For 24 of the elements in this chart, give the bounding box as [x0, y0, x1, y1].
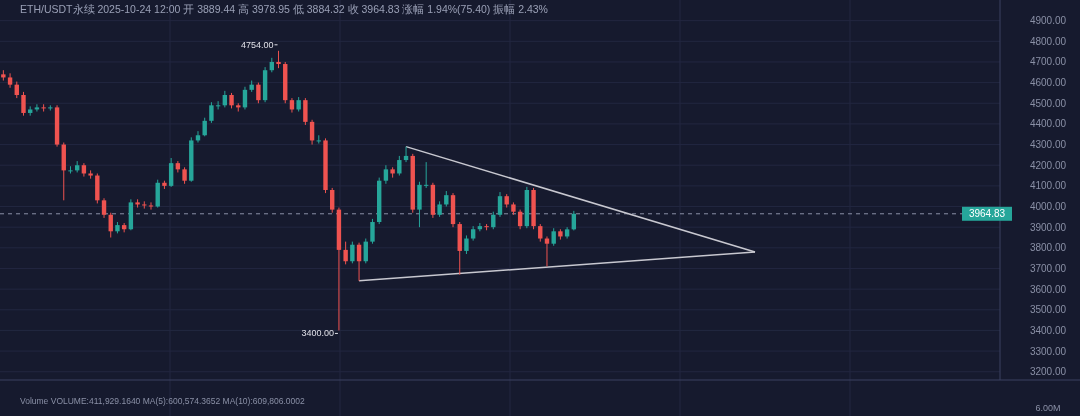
y-tick-label: 3400.00 — [1029, 324, 1067, 336]
y-tick-label: 4000.00 — [1029, 201, 1067, 213]
y-tick-label: 4200.00 — [1029, 159, 1067, 171]
ref-line-label: 3964.83 — [968, 208, 1006, 220]
y-tick-label: 3600.00 — [1029, 283, 1067, 295]
y-tick-label: 4400.00 — [1029, 118, 1067, 130]
y-tick-label: 3800.00 — [1029, 242, 1067, 254]
y-tick-label: 4700.00 — [1029, 56, 1067, 68]
y-tick-label: 3500.00 — [1029, 304, 1067, 316]
annotation: 3400.00 — [301, 328, 334, 339]
chart-title: ETH/USDT永续 2025-10-24 12:00 开 3889.44 高 3978.95 低 3884.32 收 3964.83 涨幅 1.94%(75.40) 振幅 2.43% — [20, 3, 548, 15]
y-tick-label: 4800.00 — [1029, 35, 1067, 47]
annotation: 4754.00 — [240, 39, 274, 50]
text: Volume VOLUME:411,929.1640 MA(5):600,574.3652 MA(10):609,806.0002 — [20, 396, 306, 406]
y-tick-label: 3900.00 — [1029, 221, 1067, 233]
text: 6.00M — [1035, 403, 1061, 413]
y-tick-label: 4100.00 — [1029, 180, 1067, 192]
y-tick-label: 4300.00 — [1029, 139, 1067, 151]
y-tick-label: 3200.00 — [1029, 366, 1067, 378]
y-tick-label: 3300.00 — [1029, 345, 1067, 357]
y-tick-label: 4600.00 — [1029, 77, 1067, 89]
y-tick-label: 4900.00 — [1029, 15, 1067, 27]
y-tick-label: 3700.00 — [1029, 262, 1067, 274]
y-tick-label: 4500.00 — [1029, 97, 1067, 109]
